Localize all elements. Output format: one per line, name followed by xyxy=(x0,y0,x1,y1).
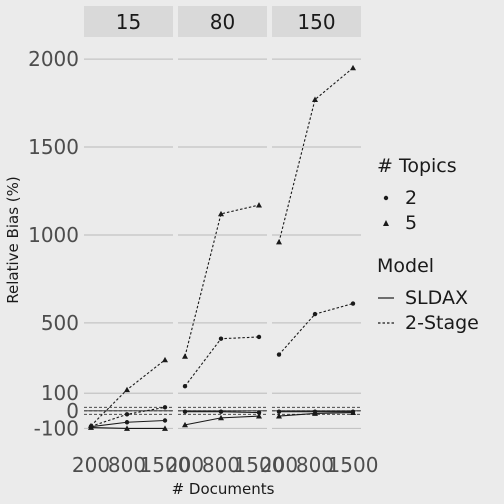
x-tick-label: 200 xyxy=(72,453,110,477)
legend-key-topics-2 xyxy=(383,195,389,201)
data-point xyxy=(276,413,282,419)
facet-strip-label: 150 xyxy=(297,10,335,34)
x-tick-label: 200 xyxy=(260,453,298,477)
data-point xyxy=(182,409,188,414)
data-point xyxy=(256,202,262,208)
data-point xyxy=(276,239,282,245)
data-point xyxy=(88,422,94,429)
data-point xyxy=(312,311,318,317)
facet-strip xyxy=(178,6,267,37)
y-tick-label: 1000 xyxy=(28,223,79,247)
data-point xyxy=(256,413,262,419)
data-point xyxy=(256,410,262,415)
data-point xyxy=(218,210,224,217)
data-point xyxy=(312,96,318,102)
series-80-2-SLDAX xyxy=(182,409,262,415)
x-tick-label: 800 xyxy=(296,453,334,477)
data-point xyxy=(350,409,356,415)
legend-key-topics-5 xyxy=(383,220,389,226)
data-point xyxy=(276,352,282,357)
data-point xyxy=(182,353,188,359)
data-point xyxy=(162,405,168,410)
data-point xyxy=(124,425,130,431)
series-line xyxy=(278,303,354,355)
legend: # Topics 2 5 Model SLDAX 2-Stage xyxy=(377,155,479,334)
series-80-5-2-Stage xyxy=(182,202,262,359)
facet-panel-80: 80 xyxy=(178,6,267,430)
x-tick-label: 1500 xyxy=(234,453,285,477)
data-point xyxy=(182,384,188,389)
data-point xyxy=(350,64,356,71)
y-tick-label: 1500 xyxy=(28,135,79,159)
facet-panel-150: 150 xyxy=(272,6,361,430)
legend-label-model-2stage: 2-Stage xyxy=(405,312,479,334)
y-tick-label: -100 xyxy=(34,416,79,440)
y-axis-title: Relative Bias (%) xyxy=(4,176,22,303)
data-point xyxy=(124,386,130,393)
facet-panel-15: 15 xyxy=(84,6,173,430)
legend-label-model-sldax: SLDAX xyxy=(405,287,468,309)
legend-title-topics: # Topics xyxy=(377,155,457,177)
legend-label-topics-5: 5 xyxy=(405,212,417,234)
data-point xyxy=(124,420,130,425)
series-80-5-SLDAX xyxy=(182,413,262,428)
facet-strip-label: 15 xyxy=(116,10,141,34)
data-point xyxy=(162,425,168,431)
x-tick-label: 1500 xyxy=(140,453,191,477)
series-150-5-SLDAX xyxy=(276,409,356,419)
data-point xyxy=(218,336,224,341)
series-line xyxy=(184,336,260,387)
data-point xyxy=(162,356,168,363)
y-tick-label: 100 xyxy=(41,381,79,405)
x-tick-label: 800 xyxy=(108,453,146,477)
data-point xyxy=(276,409,282,414)
series-80-2-2-Stage xyxy=(182,334,262,389)
facet-strip xyxy=(84,6,173,37)
x-tick-label: 800 xyxy=(202,453,240,477)
series-15-5-2-Stage xyxy=(88,356,168,429)
data-point xyxy=(218,414,224,421)
y-tick-label: 2000 xyxy=(28,47,79,71)
y-tick-label: 500 xyxy=(41,311,79,335)
facet-strip-label: 80 xyxy=(210,10,235,34)
series-150-5-2-Stage xyxy=(276,64,356,245)
x-axis-title: # Documents xyxy=(172,480,275,498)
data-point xyxy=(162,418,168,423)
data-point xyxy=(256,334,262,340)
x-tick-label: 1500 xyxy=(328,453,379,477)
x-tick-label: 200 xyxy=(166,453,204,477)
facet-strip xyxy=(272,6,361,37)
series-150-2-2-Stage xyxy=(276,301,356,357)
data-point xyxy=(350,301,356,306)
data-point xyxy=(124,412,130,417)
legend-label-topics-2: 2 xyxy=(405,187,417,209)
y-tick-label: 0 xyxy=(66,399,79,423)
data-point xyxy=(182,421,188,428)
data-point xyxy=(218,409,224,414)
series-line xyxy=(184,204,260,357)
facet-panels: 15 80 150 xyxy=(84,6,361,431)
data-point xyxy=(312,410,318,416)
legend-title-model: Model xyxy=(377,255,434,277)
series-line xyxy=(278,67,354,243)
